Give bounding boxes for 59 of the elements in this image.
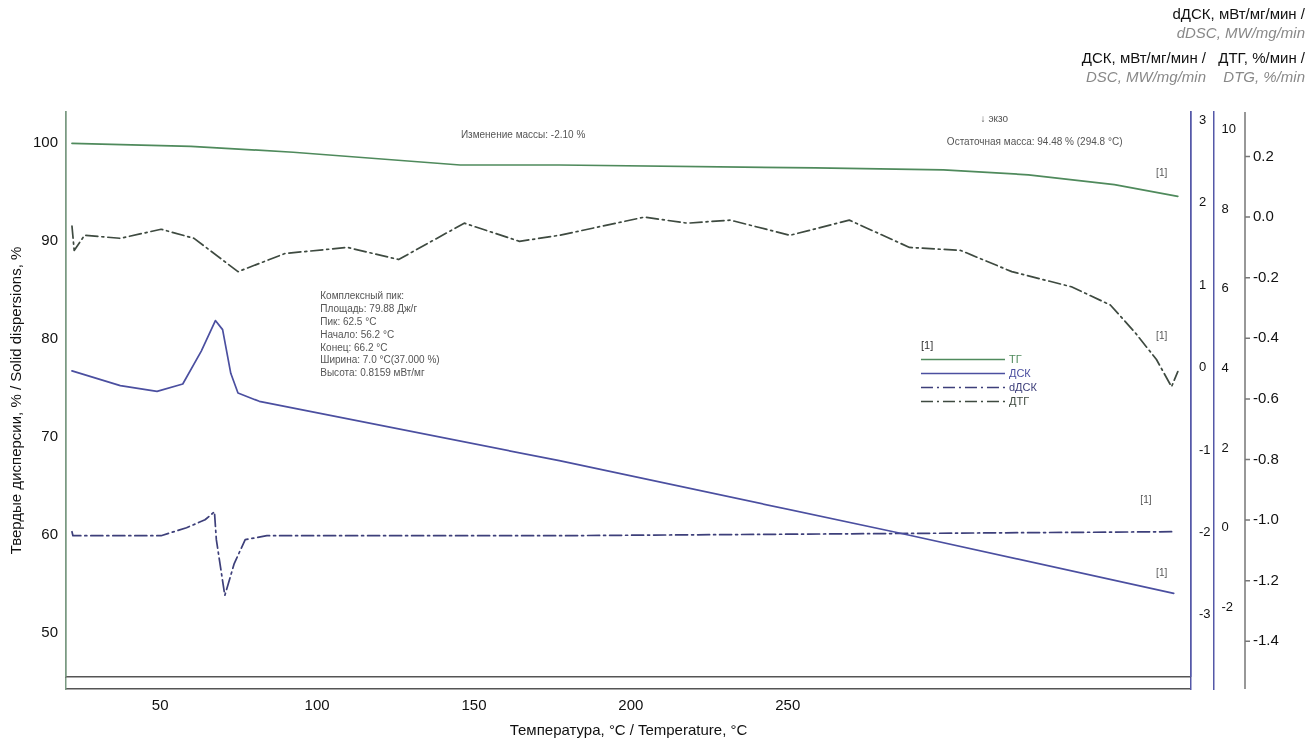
text: ДТГ (1008, 394, 1030, 407)
y3-tick-label: -2 (1221, 598, 1234, 614)
y-tick-label: -0.2 (1253, 267, 1279, 285)
annotation: Комплексный пик: (320, 290, 405, 302)
annotation: Остаточная масса: 94.48 % (294.8 °C) (946, 136, 1123, 148)
y3-tick-label: 6 (1221, 280, 1229, 296)
y3-tick-label: 0 (1221, 519, 1229, 535)
y3-tick-label: 10 (1221, 121, 1237, 137)
y-tick-label: 90 (41, 230, 59, 248)
y2-tick-label: 1 (1198, 276, 1207, 292)
text: ТГ (1008, 352, 1022, 365)
y-tick-label: -0.8 (1253, 449, 1279, 467)
annotation: ↓ экзо (980, 112, 1009, 124)
y2-tick-label: 0 (1198, 359, 1207, 375)
y-tick-label: 50 (41, 623, 59, 641)
annotation: [1] (1156, 567, 1168, 579)
annotation: [1] (1140, 494, 1152, 506)
y-tick-label: 60 (41, 525, 59, 543)
x-tick-label: 50 (151, 696, 169, 714)
text: dДСК (1008, 380, 1038, 393)
annotation: Изменение массы: -2.10 % (460, 129, 586, 141)
annotation: [1] (1156, 166, 1168, 178)
line-series (71, 510, 1175, 597)
y-tick-label: -0.6 (1253, 389, 1279, 407)
x-tick-label: 250 (775, 696, 801, 714)
y2-tick-label: 3 (1198, 111, 1207, 127)
y-tick-label: 0.0 (1253, 207, 1274, 225)
x-tick-label: 200 (618, 696, 644, 714)
y-tick-label: -1.0 (1253, 510, 1279, 528)
y2-tick-label: -2 (1198, 523, 1211, 539)
annotation: Площадь: 79.88 Дж/г (320, 303, 418, 315)
y-tick-label: -0.4 (1253, 328, 1279, 346)
y3-tick-label: 2 (1221, 439, 1229, 455)
annotation: Начало: 56.2 °C (320, 329, 395, 341)
x-tick-label: 100 (304, 696, 330, 714)
annotation: Ширина: 7.0 °C(37.000 %) (320, 354, 440, 366)
y3-tick-label: 4 (1221, 360, 1229, 376)
y-axis-title: ДТГ, %/мин / DTG, %/min (1218, 48, 1305, 85)
y2-tick-label: -1 (1198, 441, 1211, 457)
y3-axis-title: dДСК, мВт/мг/мин / dDSC, MW/mg/min (1172, 4, 1305, 41)
y2-tick-label: 2 (1198, 194, 1207, 210)
x-axis-title: Температура, °C / Temperature, °C (509, 721, 748, 739)
y-tick-label: -1.4 (1253, 631, 1279, 649)
annotation: Высота: 0.8159 мВт/мг (320, 367, 425, 379)
y3-tick-label: 8 (1221, 200, 1229, 216)
annotation: Конец: 66.2 °C (320, 341, 388, 353)
y-tick-label: -1.2 (1253, 570, 1279, 588)
text: ДСК (1008, 366, 1032, 379)
y2-tick-label: -3 (1198, 606, 1211, 622)
y-tick-label: 80 (41, 328, 59, 346)
x-tick-label: 150 (461, 696, 487, 714)
annotation: Пик: 62.5 °C (320, 316, 377, 328)
y-axis-title: Твердые дисперсии, % / Solid dispersions, % (7, 246, 25, 555)
y-tick-label: 70 (41, 426, 59, 444)
y2-axis-title: ДСК, мВт/мг/мин / DSC, MW/mg/min (1081, 48, 1206, 85)
y-tick-label: 100 (33, 132, 59, 150)
legend-title: [1] (920, 338, 934, 351)
annotation: [1] (1156, 329, 1168, 341)
y-tick-label: 0.2 (1253, 146, 1274, 164)
